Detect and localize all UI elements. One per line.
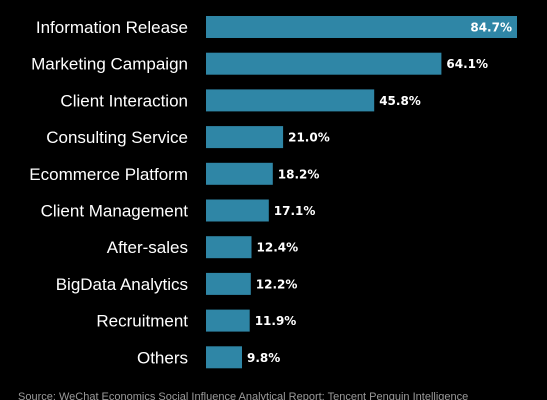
- value-label-4: 18.2%: [278, 167, 320, 181]
- category-label-2: Client Interaction: [60, 91, 188, 110]
- bar-2: [206, 89, 375, 112]
- category-labels: Information Release Marketing Campaign Cli…: [29, 18, 188, 367]
- bar-9: [206, 346, 242, 369]
- category-label-3: Consulting Service: [46, 128, 188, 147]
- value-label-6: 12.4%: [257, 241, 299, 255]
- source-note: Source: WeChat Economics Social Influenc…: [18, 391, 469, 400]
- category-label-4: Ecommerce Platform: [29, 165, 188, 184]
- category-label-8: Recruitment: [96, 312, 188, 331]
- value-label-2: 45.8%: [379, 94, 421, 108]
- value-label-3: 21.0%: [288, 131, 330, 145]
- category-label-9: Others: [137, 348, 188, 367]
- bar-4: [206, 162, 273, 185]
- bar-6: [206, 236, 252, 259]
- value-label-7: 12.2%: [256, 277, 298, 291]
- value-label-1: 64.1%: [446, 57, 488, 71]
- bar-5: [206, 199, 269, 222]
- category-label-5: Client Management: [41, 202, 189, 221]
- value-label-5: 17.1%: [274, 204, 316, 218]
- value-labels: 84.7% 64.1% 45.8% 21.0% 18.2% 17.1% 12.4% 12.2%…: [247, 21, 512, 365]
- value-label-8: 11.9%: [255, 314, 297, 328]
- value-label-0: 84.7%: [470, 21, 512, 35]
- bars-layer: [206, 16, 517, 369]
- bar-0: [206, 16, 517, 38]
- category-label-6: After-sales: [107, 238, 188, 257]
- bar-1: [206, 52, 442, 75]
- category-label-1: Marketing Campaign: [31, 55, 188, 74]
- bar-7: [206, 272, 251, 295]
- bar-3: [206, 126, 284, 149]
- category-label-7: BigData Analytics: [56, 275, 188, 294]
- category-label-0: Information Release: [36, 18, 188, 37]
- value-label-9: 9.8%: [247, 351, 280, 365]
- bar-8: [206, 309, 250, 332]
